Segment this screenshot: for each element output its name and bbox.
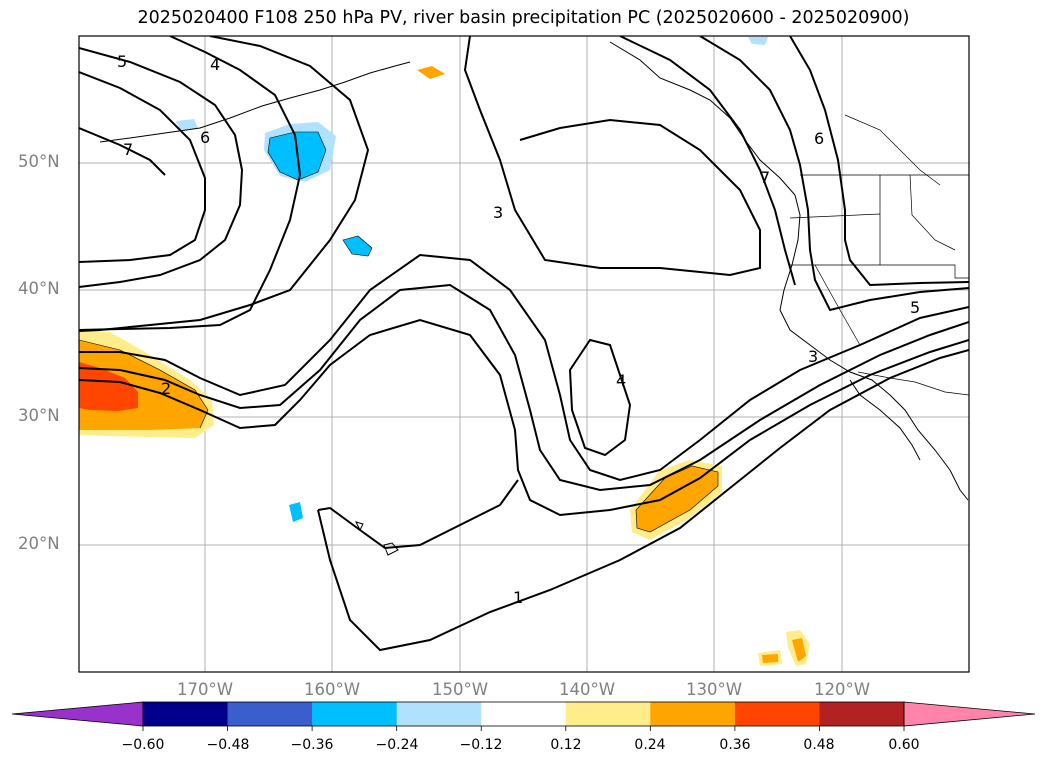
lon-label: 130°W — [685, 680, 743, 699]
colorbar-tick-label: −0.48 — [206, 737, 250, 753]
contour-label: 4 — [210, 55, 220, 74]
border-states-6 — [909, 174, 956, 251]
lat-label: 40°N — [18, 279, 60, 298]
lat-label: 30°N — [18, 406, 60, 425]
contour-6-northwest — [79, 71, 206, 263]
colorbar — [11, 701, 1036, 731]
colorbar-cell — [565, 702, 651, 726]
coast-hawaii-1 — [383, 542, 399, 556]
contour-4-closed — [568, 338, 632, 457]
colorbar-tick-label: −0.12 — [459, 737, 503, 753]
colorbar-tick-label: −0.36 — [290, 737, 334, 753]
map-frame — [78, 35, 970, 673]
shade-positive-small-4b — [792, 638, 806, 662]
lon-label: 120°W — [813, 680, 871, 699]
border-states-1 — [789, 213, 881, 266]
borders — [789, 114, 969, 396]
map-title: 2025020400 F108 250 hPa PV, river basin … — [137, 8, 910, 28]
lon-label: 160°W — [303, 680, 361, 699]
contour-label: 5 — [117, 52, 127, 71]
contour-2-mid-b — [79, 283, 969, 492]
contour-2-mid — [79, 253, 969, 482]
lon-label: 170°W — [176, 680, 234, 699]
contour-label-group: 5 4 6 7 3 2 4 6 7 5 3 1 — [117, 52, 920, 607]
colorbar-frame — [142, 701, 905, 727]
contour-label: 2 — [161, 379, 171, 398]
border-states-3 — [880, 264, 969, 279]
contour-1-south — [317, 349, 969, 652]
contour-label: 3 — [493, 203, 503, 222]
coast-hawaii-2 — [355, 521, 364, 532]
colorbar-tick-label: −0.60 — [121, 737, 165, 753]
colorbar-tick-label: 0.60 — [888, 737, 920, 753]
contour-label: 6 — [814, 129, 824, 148]
border-states-4 — [814, 264, 861, 346]
shade-outlines — [79, 131, 719, 533]
contour-1-loop — [317, 479, 519, 550]
shade-positive-small-1 — [417, 66, 445, 79]
contour-label: 5 — [910, 298, 920, 317]
lat-label: 20°N — [18, 534, 60, 553]
colorbar-cell — [396, 702, 482, 726]
pv-contours — [79, 36, 969, 652]
shade-negative-small-2 — [176, 119, 198, 130]
contour-label: 4 — [616, 371, 626, 390]
coastlines — [99, 41, 969, 556]
shade-positive-small-3 — [762, 654, 778, 663]
contour-3-north — [79, 36, 370, 332]
coast-alaska-panhandle — [609, 41, 796, 196]
colorbar-tick-label: 0.48 — [803, 737, 835, 753]
colorbar-cell — [734, 702, 820, 726]
contour-4-north — [79, 36, 302, 331]
coast-west-north-america — [779, 194, 969, 501]
contour-label: 1 — [513, 588, 523, 607]
colorbar-cell — [481, 702, 567, 726]
colorbar-cell — [819, 702, 905, 726]
contour-7-northwest — [79, 127, 166, 176]
colorbar-tick-label: 0.12 — [550, 737, 582, 753]
contour-7-east — [619, 36, 796, 286]
shade-negative-small-3 — [748, 37, 768, 45]
colorbar-extend-max — [903, 701, 1036, 727]
contour-label: 7 — [760, 168, 770, 187]
colorbar-extend-min — [11, 701, 144, 727]
colorbar-tick-label: −0.24 — [375, 737, 419, 753]
colorbar-cell — [650, 702, 736, 726]
shade-positive-central-orange — [636, 466, 718, 532]
contour-label: 7 — [123, 140, 133, 159]
contour-5-east — [699, 36, 969, 312]
border-states-5 — [844, 114, 941, 186]
border-us-mexico — [857, 371, 969, 396]
gridlines — [79, 36, 969, 672]
colorbar-tick-label: 0.36 — [719, 737, 751, 753]
lat-label: 50°N — [18, 152, 60, 171]
colorbar-cell — [312, 702, 398, 726]
shade-positive-west-red — [79, 362, 138, 411]
colorbar-cell — [143, 702, 229, 726]
contour-label: 3 — [808, 347, 818, 366]
lon-label: 140°W — [558, 680, 616, 699]
coast-baja — [849, 379, 921, 461]
contour-6-east — [789, 36, 969, 287]
coast-aleutians — [99, 61, 411, 143]
contour-5-northwest — [79, 47, 244, 288]
contour-3-gulf — [463, 36, 761, 277]
shade-negative-small-4 — [289, 502, 303, 522]
precip-shading — [79, 37, 810, 666]
contour-label: 6 — [200, 128, 210, 147]
colorbar-cell — [227, 702, 313, 726]
lon-label: 150°W — [431, 680, 489, 699]
contour-2-west — [79, 318, 969, 517]
colorbar-tick-label: 0.24 — [634, 737, 666, 753]
